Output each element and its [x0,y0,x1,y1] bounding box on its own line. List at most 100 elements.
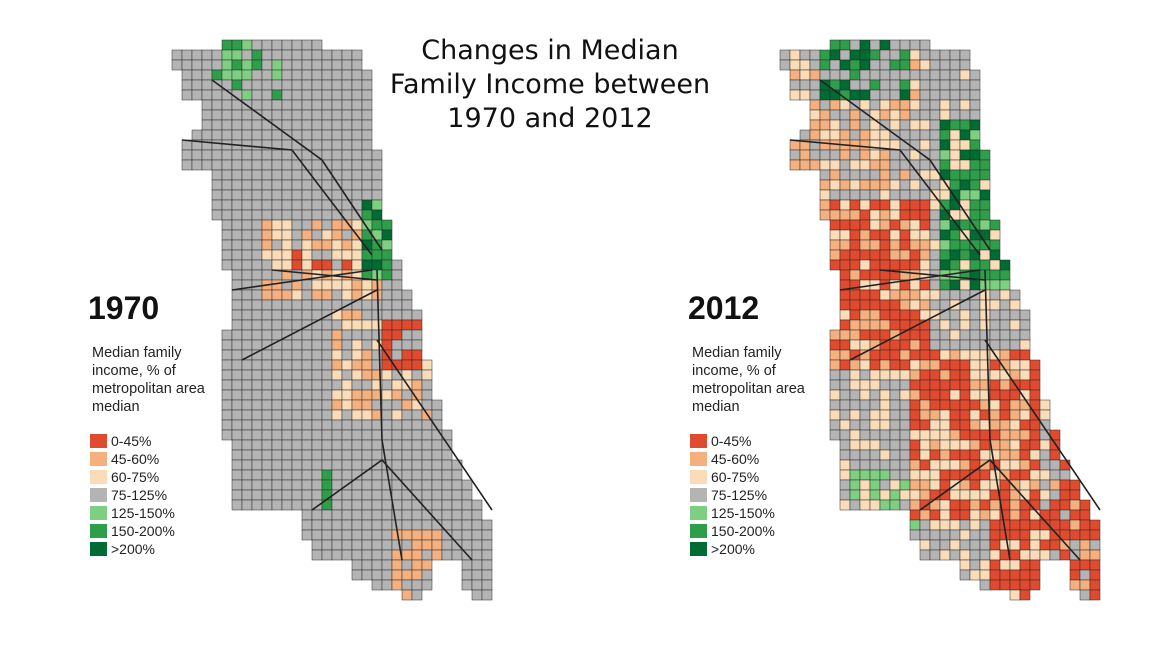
census-tract [959,439,971,451]
census-tract [231,129,243,141]
census-tract [1039,459,1051,471]
census-tract [221,179,233,191]
census-tract [899,449,911,461]
legend-item: 75-125% [690,486,775,504]
census-tract [291,69,303,81]
census-tract [261,379,273,391]
census-tract [969,99,981,111]
census-tract [899,489,911,501]
census-tract [301,49,313,61]
census-tract [989,579,1001,591]
census-tract [371,469,383,481]
census-tract [899,429,911,441]
census-tract [939,519,951,531]
census-tract [301,409,313,421]
census-tract [959,249,971,261]
census-tract [889,229,901,241]
census-tract [271,299,283,311]
census-tract [979,329,991,341]
census-tract [899,199,911,211]
census-tract [969,399,981,411]
census-tract [889,419,901,431]
census-tract [969,539,981,551]
census-tract [999,259,1011,271]
census-tract [391,319,403,331]
census-tract [919,469,931,481]
census-tract [799,79,811,91]
census-tract [899,49,911,61]
census-tract [341,109,353,121]
census-tract [191,89,203,101]
census-tract [341,449,353,461]
census-tract [481,569,493,581]
census-tract [909,39,921,51]
census-tract [251,389,263,401]
census-tract [889,119,901,131]
census-tract [1069,559,1081,571]
census-tract [331,289,343,301]
census-tract [241,59,253,71]
census-tract [949,319,961,331]
census-tract [331,149,343,161]
census-tract [211,89,223,101]
census-tract [899,239,911,251]
census-tract [999,489,1011,501]
census-tract [421,479,433,491]
census-tract [1079,559,1091,571]
census-tract [251,399,263,411]
census-tract [471,589,483,601]
census-tract [1009,539,1021,551]
census-tract [899,39,911,51]
census-tract [919,359,931,371]
census-tract [251,119,263,131]
census-tract [959,359,971,371]
census-tract [909,499,921,511]
census-tract [969,249,981,261]
census-tract [909,259,921,271]
legend-title-2012: Median family income, % of metropolitan … [692,345,805,415]
census-tract [351,429,363,441]
census-tract [889,469,901,481]
census-tract [939,359,951,371]
census-tract [311,139,323,151]
census-tract [889,459,901,471]
census-tract [809,49,821,61]
census-tract [969,379,981,391]
census-tract [929,129,941,141]
census-tract [361,149,373,161]
census-tract [1069,489,1081,501]
census-tract [231,299,243,311]
census-tract [839,429,851,441]
census-tract [401,469,413,481]
census-tract [281,419,293,431]
census-tract [1069,479,1081,491]
census-tract [889,99,901,111]
census-tract [1059,479,1071,491]
census-tract [371,179,383,191]
census-tract [341,339,353,351]
census-tract [351,379,363,391]
census-tract [261,429,273,441]
census-tract [191,59,203,71]
census-tract [291,349,303,361]
census-tract [291,419,303,431]
census-tract [829,429,841,441]
census-tract [989,239,1001,251]
census-tract [341,89,353,101]
census-tract [311,429,323,441]
census-tract [231,59,243,71]
census-tract [1079,539,1091,551]
census-tract [411,569,423,581]
census-tract [949,259,961,271]
legend-swatch [90,542,107,556]
census-tract [281,349,293,361]
census-tract [949,129,961,141]
census-tract [231,109,243,121]
census-tract [829,179,841,191]
census-tract [291,39,303,51]
census-tract [301,339,313,351]
census-tract [879,469,891,481]
census-tract [201,59,213,71]
census-tract [301,79,313,91]
census-tract [959,59,971,71]
